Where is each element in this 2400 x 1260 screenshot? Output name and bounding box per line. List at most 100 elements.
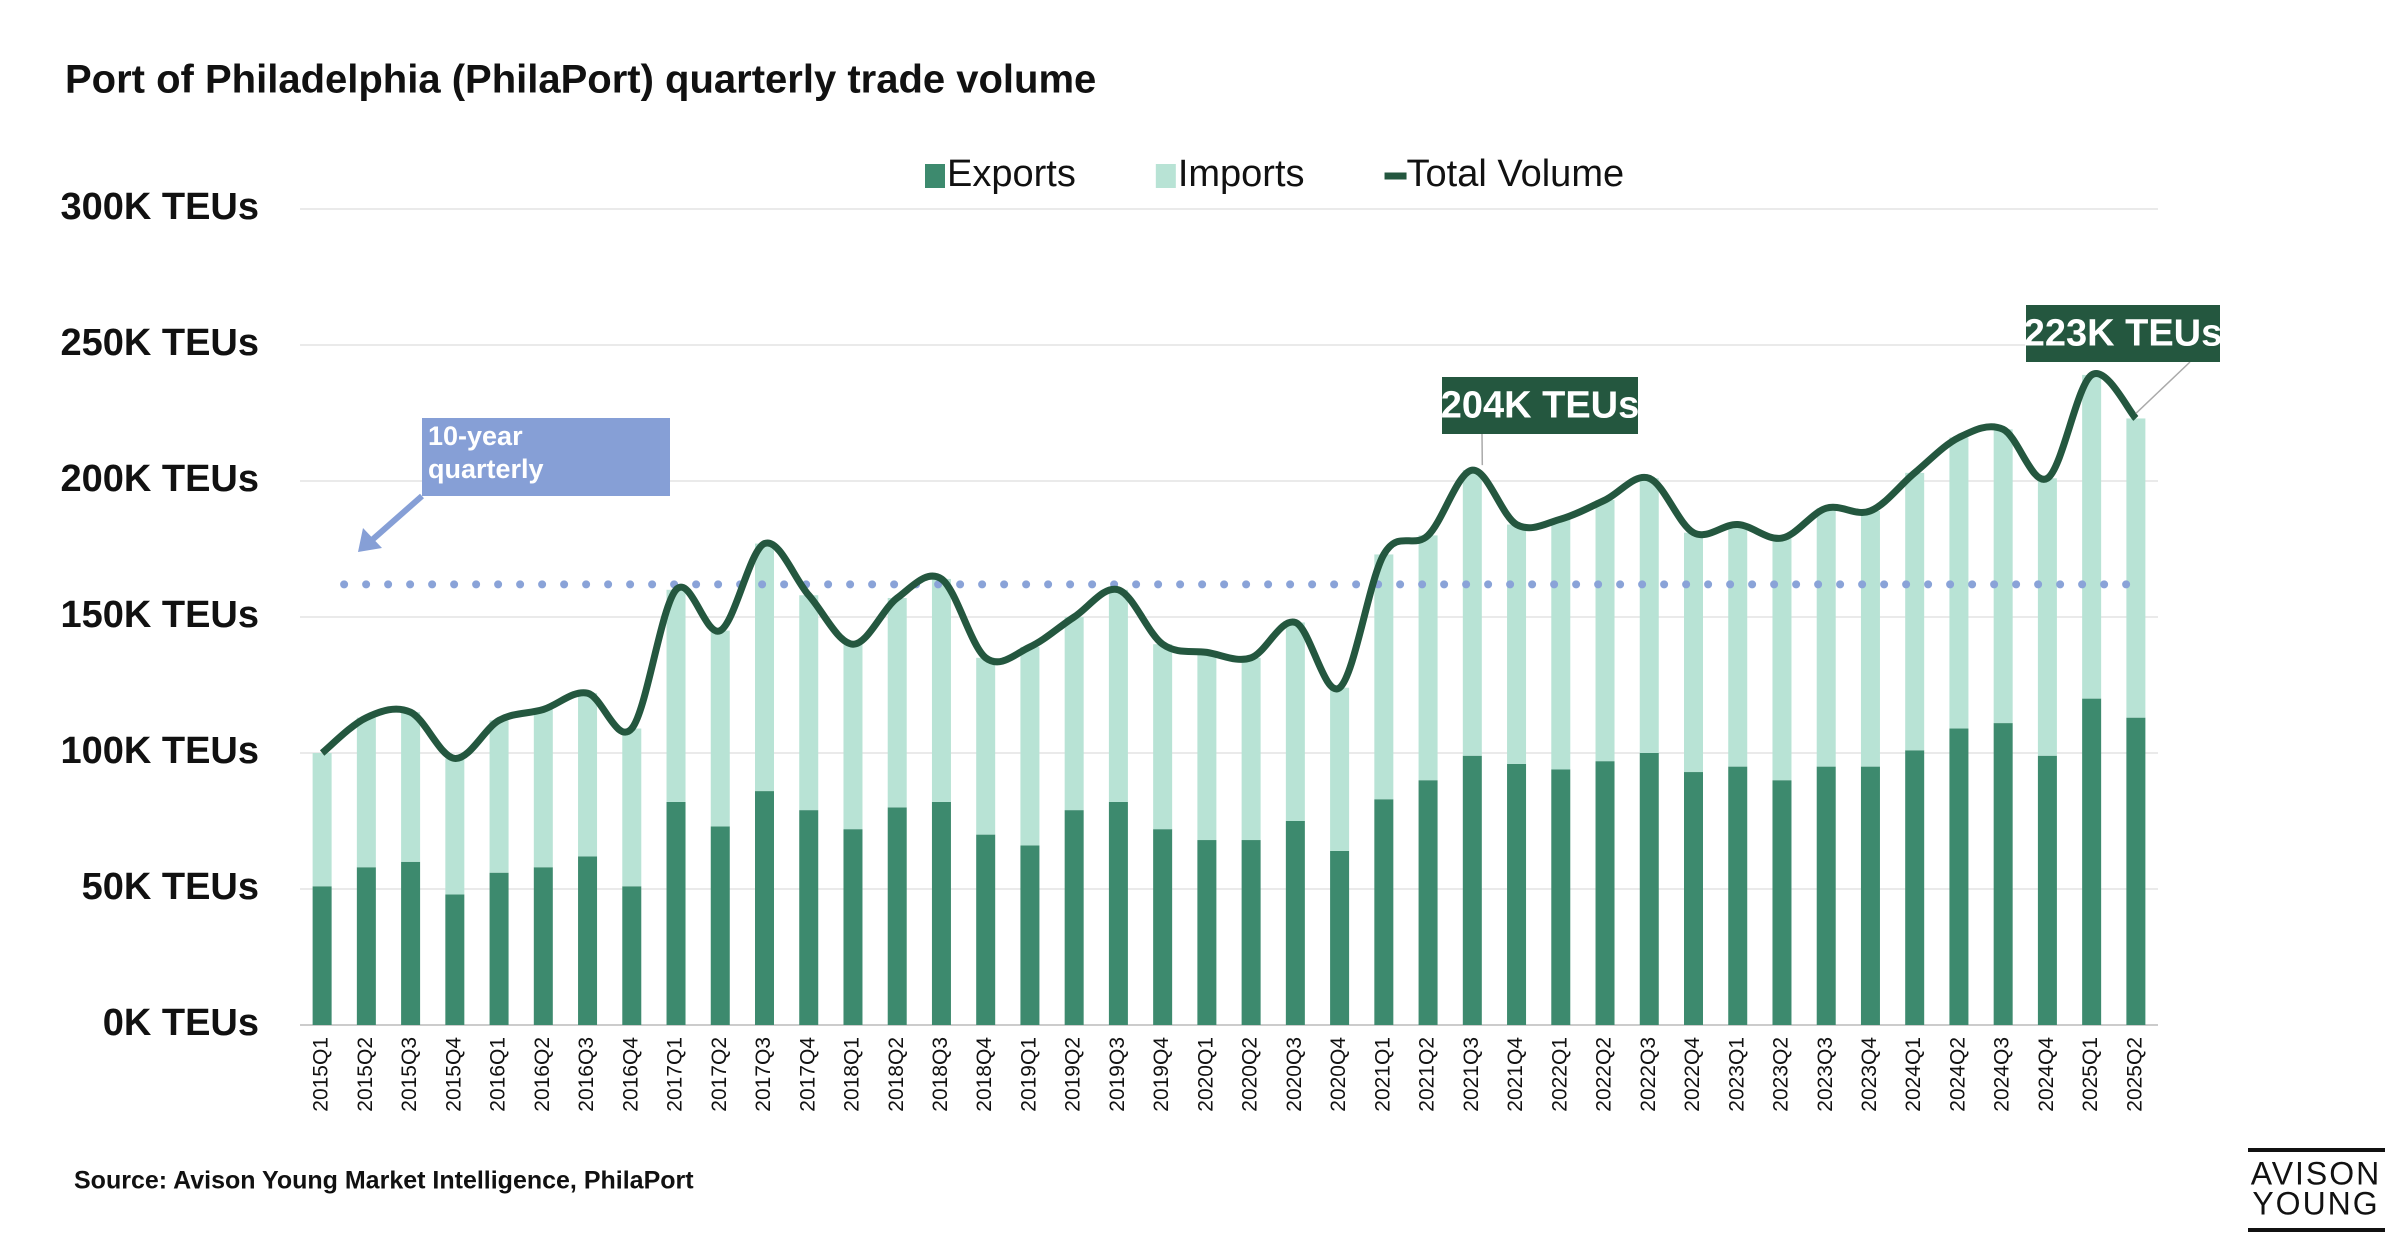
bar-segment	[1020, 845, 1040, 1025]
bar-segment	[1860, 510, 1880, 767]
bar-segment	[710, 826, 730, 1025]
bar-segment	[2082, 698, 2102, 1025]
bar-segment	[976, 657, 996, 835]
annotation-connector	[2135, 361, 2191, 414]
bar-segment	[931, 578, 951, 802]
bar-segment	[1684, 532, 1703, 773]
bar-segment	[1860, 766, 1880, 1025]
bar-segment	[1285, 821, 1305, 1025]
bar-segment	[1684, 772, 1703, 1025]
bar-segment	[1949, 728, 1969, 1025]
bar-segment	[401, 861, 421, 1025]
bar-segment	[755, 791, 774, 1025]
x-tick-label: 2016Q4	[619, 1037, 642, 1112]
bar-segment	[1595, 761, 1615, 1025]
bar-segment	[1330, 850, 1350, 1025]
bar-segment	[1993, 723, 2013, 1025]
x-tick-label: 2023Q1	[1725, 1037, 1748, 1112]
x-tick-label: 2022Q2	[1593, 1037, 1616, 1112]
bar-segment	[1418, 535, 1438, 781]
x-tick-label: 2017Q3	[752, 1037, 775, 1112]
bar-segment	[1728, 524, 1748, 767]
bar-segment	[710, 630, 730, 827]
bar-segment	[1595, 500, 1615, 762]
bar-segment	[2037, 478, 2057, 756]
x-tick-label: 2024Q3	[1991, 1037, 2014, 1112]
bar-segment	[931, 801, 951, 1025]
y-tick-label: 300K TEUs	[60, 186, 259, 228]
bar-segment	[1949, 437, 1969, 729]
bar-segment	[1905, 472, 1925, 751]
bar-segment	[1507, 763, 1527, 1025]
y-tick-label: 0K TEUs	[103, 1002, 259, 1044]
x-tick-label: 2021Q3	[1460, 1037, 1483, 1112]
x-tick-label: 2019Q4	[1150, 1037, 1173, 1112]
annotation-box	[1442, 377, 1638, 434]
bar-segment	[2082, 374, 2102, 699]
bar-segment	[1551, 519, 1571, 770]
x-tick-label: 2018Q4	[973, 1037, 996, 1112]
x-tick-label: 2024Q2	[1946, 1037, 1969, 1112]
x-tick-label: 2024Q1	[1902, 1037, 1925, 1112]
y-tick-label: 250K TEUs	[60, 322, 259, 364]
bar-segment	[622, 728, 642, 887]
reference-label-wrap: 10-year quarterly	[428, 421, 544, 484]
y-tick-label: 150K TEUs	[60, 594, 259, 636]
bar-segment	[843, 644, 863, 830]
bar-segment	[2037, 755, 2057, 1025]
x-tick-label: 2022Q3	[1637, 1037, 1660, 1112]
reference-label: 10-year quarterly	[428, 421, 544, 484]
bar-segment	[1418, 780, 1438, 1025]
bar-segment	[1197, 840, 1217, 1025]
bar-segment	[887, 807, 907, 1025]
x-tick-label: 2018Q1	[841, 1037, 864, 1112]
bar-segment	[755, 543, 774, 792]
x-tick-label: 2017Q1	[664, 1037, 687, 1112]
annotation-text: 204K TEUs	[1441, 385, 1640, 427]
bar-segment	[1330, 687, 1350, 851]
x-tick-label: 2022Q4	[1681, 1037, 1704, 1112]
x-tick-label: 2020Q2	[1239, 1037, 1262, 1112]
legend-swatch	[925, 164, 945, 188]
bar-segment	[1064, 810, 1084, 1025]
reference-arrow	[370, 493, 424, 543]
bar-segment	[2126, 717, 2146, 1025]
bar-segment	[312, 753, 332, 887]
reference-arrow-head	[358, 528, 382, 552]
bar-segment	[1020, 646, 1040, 846]
reference-label-box	[422, 418, 670, 496]
bar-segment	[887, 597, 907, 808]
x-tick-label: 2015Q2	[354, 1037, 377, 1112]
bar-segment	[401, 712, 421, 862]
x-tick-label: 2021Q1	[1371, 1037, 1394, 1112]
bar-segment	[578, 693, 598, 857]
bar-segment	[1993, 429, 2013, 724]
y-tick-label: 200K TEUs	[60, 458, 259, 500]
bar-segment	[1108, 801, 1128, 1025]
legend-swatch	[1155, 164, 1176, 188]
x-tick-label: 2023Q3	[1814, 1037, 1837, 1112]
x-tick-label: 2021Q4	[1504, 1037, 1527, 1112]
legend-label: Exports	[947, 153, 1076, 195]
x-tick-label: 2018Q3	[929, 1037, 952, 1112]
bar-segment	[1816, 508, 1836, 767]
bar-segment	[356, 717, 376, 868]
bar-segment	[1462, 755, 1482, 1025]
bar-segment	[1507, 524, 1527, 764]
x-tick-label: 2017Q2	[708, 1037, 731, 1112]
source-note: Source: Avison Young Market Intelligence…	[74, 1167, 694, 1195]
legend-label: Total Volume	[1407, 153, 1625, 195]
x-tick-label: 2024Q4	[2035, 1037, 2058, 1112]
bar-segment	[2126, 418, 2146, 718]
bar-segment	[1108, 589, 1128, 802]
bar-segment	[1285, 622, 1305, 821]
x-tick-label: 2025Q1	[2079, 1037, 2102, 1112]
bar-segment	[666, 801, 686, 1025]
bar-segment	[1462, 470, 1482, 756]
bar-segment	[1551, 769, 1571, 1025]
bar-segment	[843, 829, 863, 1025]
annotation-box	[2026, 305, 2220, 362]
bar-segment	[799, 810, 819, 1025]
bar-segment	[1153, 829, 1173, 1025]
total-line	[319, 370, 2139, 762]
